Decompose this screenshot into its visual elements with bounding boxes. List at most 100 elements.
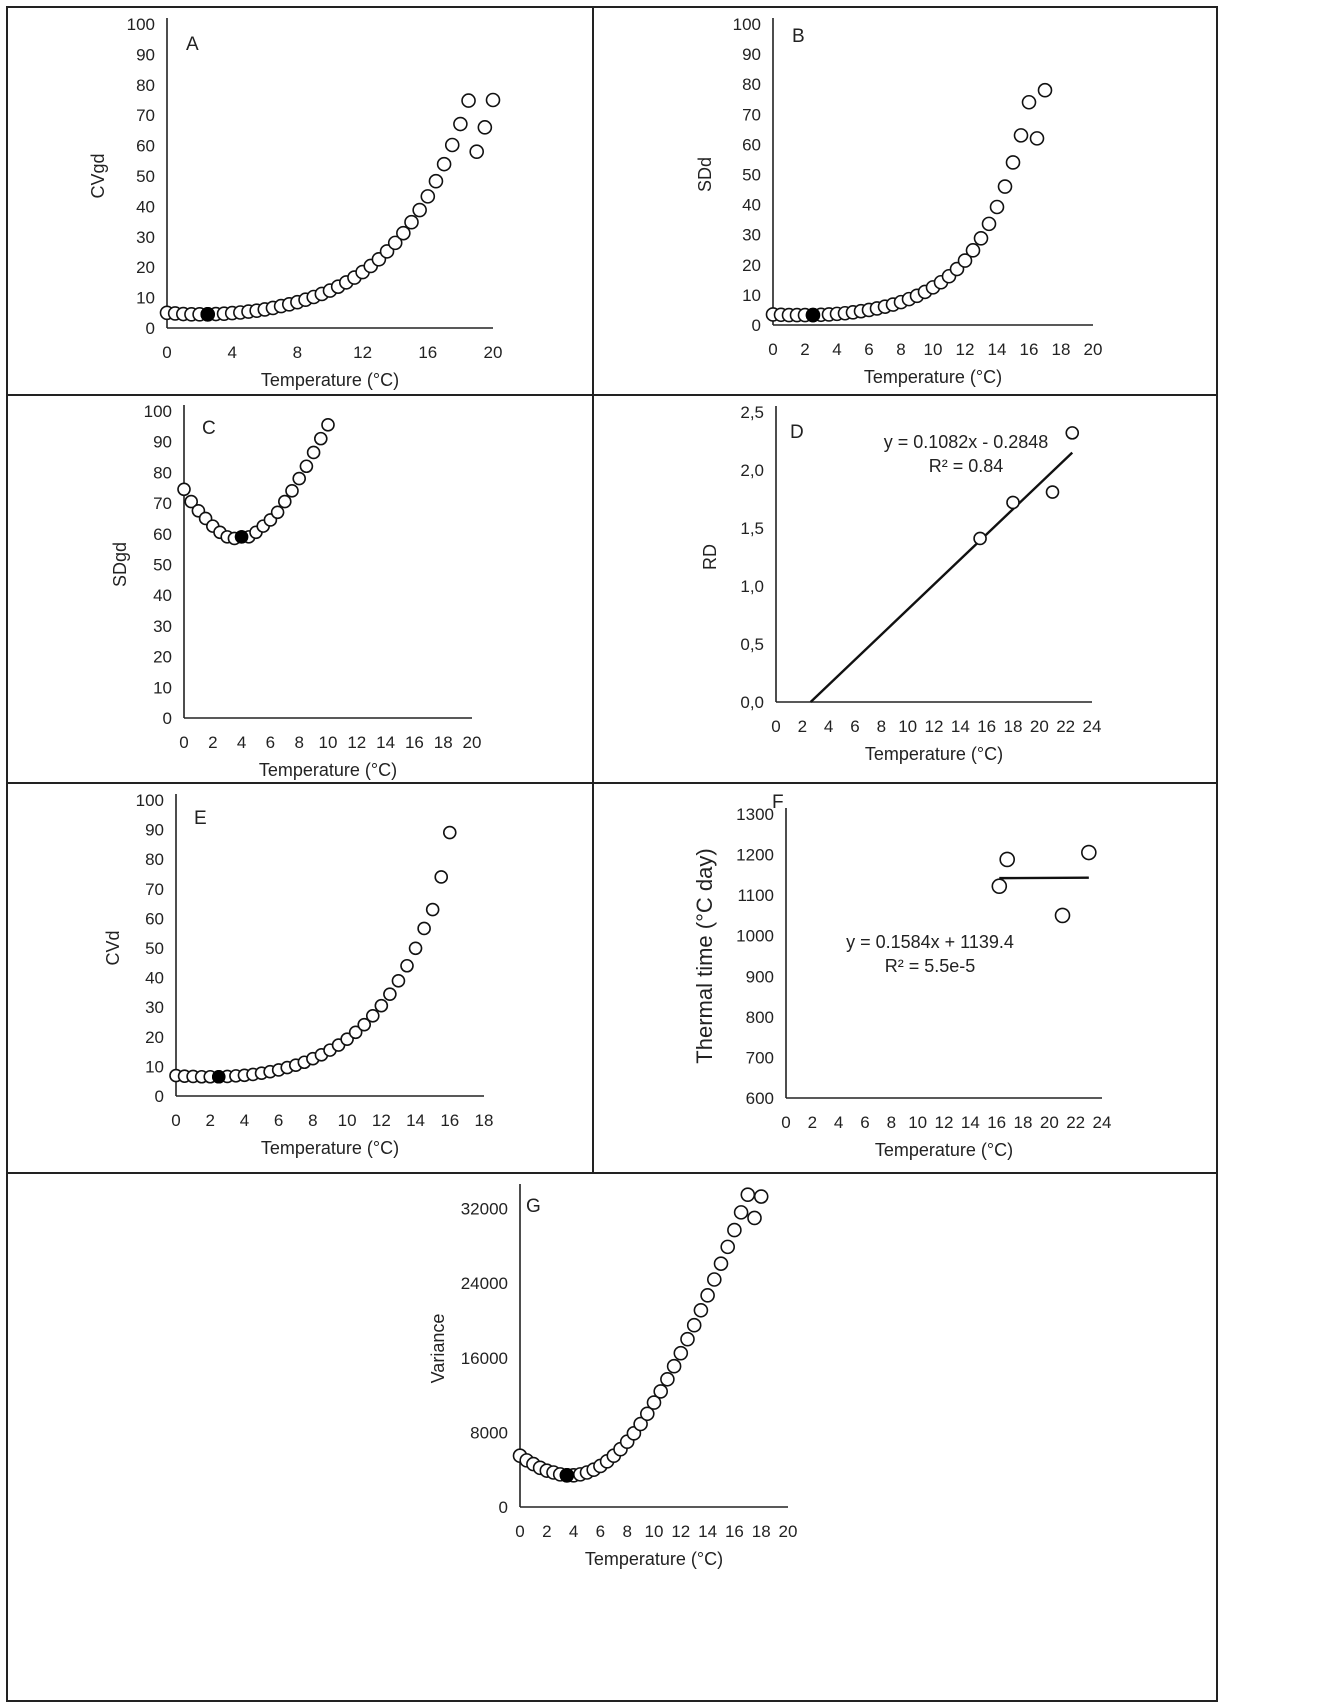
data-point-c bbox=[321, 418, 335, 432]
optimum-point-a bbox=[200, 307, 216, 322]
data-point-a bbox=[396, 225, 411, 241]
y-axis-label-c: SDgd bbox=[110, 542, 130, 587]
chart-b-svg: 0 10 20 30 40 50 60 70 80 90 100 0 2 4 6 8 10 12 14 16 18 20 T… bbox=[695, 15, 1102, 387]
y-tick-label-c: 90 bbox=[153, 433, 172, 452]
data-point-g bbox=[646, 1395, 662, 1410]
data-point-e bbox=[417, 921, 431, 936]
y-tick-label-b: 70 bbox=[742, 105, 761, 124]
x-tick-label-c: 12 bbox=[347, 733, 366, 752]
data-point-g bbox=[633, 1416, 648, 1432]
chart-c-svg: 0 10 20 30 40 50 60 70 80 90 100 0 2 4 6 8 10 12 14 16 18 20 T… bbox=[110, 402, 482, 780]
data-point-a bbox=[444, 137, 460, 153]
data-point-d bbox=[1045, 485, 1060, 499]
data-point-a bbox=[469, 144, 485, 159]
data-point-d bbox=[1065, 426, 1080, 440]
x-tick-label-b: 10 bbox=[924, 340, 943, 359]
y-tick-label-a: 30 bbox=[136, 228, 155, 247]
x-tick-label-f: 18 bbox=[1014, 1113, 1033, 1132]
y-tick-label-b: 100 bbox=[733, 15, 761, 34]
x-tick-label-e: 10 bbox=[338, 1111, 357, 1130]
panel-label-d: D bbox=[790, 422, 804, 443]
data-point-g bbox=[660, 1371, 675, 1387]
x-tick-label-d: 2 bbox=[798, 717, 807, 736]
x-tick-label-d: 16 bbox=[977, 717, 996, 736]
y-tick-label-d: 0,5 bbox=[740, 635, 764, 654]
x-tick-label-d: 20 bbox=[1030, 717, 1049, 736]
data-point-f bbox=[1081, 844, 1097, 861]
x-tick-label-f: 16 bbox=[987, 1113, 1006, 1132]
data-point-a bbox=[436, 156, 452, 172]
x-axis-label-c: Temperature (°C) bbox=[259, 760, 397, 780]
data-point-g bbox=[639, 1406, 655, 1422]
data-point-g bbox=[666, 1358, 682, 1374]
y-tick-label-a: 10 bbox=[136, 289, 155, 308]
x-tick-label-d: 22 bbox=[1056, 717, 1075, 736]
y-tick-label-c: 80 bbox=[153, 463, 172, 482]
data-point-a bbox=[485, 92, 501, 108]
optimum-point-c bbox=[234, 530, 249, 544]
x-tick-label-g: 20 bbox=[779, 1522, 798, 1541]
y-tick-label-a: 50 bbox=[136, 167, 155, 186]
y-tick-label-e: 30 bbox=[145, 998, 164, 1017]
y-tick-label-g: 8000 bbox=[470, 1423, 508, 1442]
x-axis-label-f: Temperature (°C) bbox=[875, 1140, 1013, 1160]
x-tick-label-c: 10 bbox=[319, 733, 338, 752]
data-point-a bbox=[461, 93, 476, 108]
data-point-e bbox=[425, 902, 440, 917]
y-tick-label-f: 900 bbox=[746, 967, 774, 986]
y-tick-label-b: 80 bbox=[742, 75, 761, 94]
panel-c: 0 10 20 30 40 50 60 70 80 90 100 0 2 4 6 8 10 12 14 16 18 20 T… bbox=[6, 394, 594, 784]
x-tick-label-d: 24 bbox=[1083, 717, 1102, 736]
y-tick-label-e: 90 bbox=[145, 821, 164, 840]
optimum-point-b bbox=[805, 307, 821, 323]
y-tick-label-c: 60 bbox=[153, 525, 172, 544]
x-tick-label-g: 2 bbox=[542, 1522, 551, 1541]
y-tick-label-c: 0 bbox=[163, 709, 172, 728]
x-tick-label-b: 4 bbox=[832, 340, 841, 359]
y-axis-label-b: SDd bbox=[695, 157, 715, 192]
y-tick-label-a: 60 bbox=[136, 137, 155, 156]
y-axis-label-f: Thermal time (°C day) bbox=[692, 848, 717, 1063]
y-tick-label-e: 0 bbox=[155, 1087, 164, 1106]
y-tick-label-b: 10 bbox=[742, 286, 761, 305]
data-point-f bbox=[991, 878, 1008, 895]
data-point-g bbox=[753, 1189, 769, 1204]
x-tick-label-c: 2 bbox=[208, 733, 217, 752]
y-tick-label-e: 50 bbox=[145, 939, 164, 958]
y-tick-label-g: 0 bbox=[499, 1498, 508, 1517]
data-point-a bbox=[404, 214, 419, 230]
y-tick-label-b: 40 bbox=[742, 196, 761, 215]
data-point-b bbox=[981, 216, 997, 232]
y-tick-label-g: 16000 bbox=[461, 1349, 508, 1368]
x-tick-label-d: 18 bbox=[1004, 717, 1023, 736]
trend-equation-d: y = 0.1082x - 0.2848 bbox=[884, 432, 1049, 452]
y-tick-label-c: 50 bbox=[153, 556, 172, 575]
x-tick-label-e: 16 bbox=[440, 1111, 459, 1130]
x-tick-label-b: 2 bbox=[800, 340, 809, 359]
y-tick-label-f: 700 bbox=[746, 1048, 774, 1067]
data-point-e bbox=[391, 974, 406, 988]
y-tick-label-g: 32000 bbox=[461, 1200, 508, 1219]
y-tick-label-c: 30 bbox=[153, 617, 172, 636]
trend-r2-f: R² = 5.5e-5 bbox=[885, 956, 976, 976]
y-tick-label-e: 60 bbox=[145, 909, 164, 928]
chart-d-svg: 0,00,51,01,52,02,50 2 4 6 8 10 12 14 16 18 20 22 24T… bbox=[700, 403, 1102, 764]
trend-equation-f: y = 0.1584x + 1139.4 bbox=[846, 932, 1014, 952]
data-point-c bbox=[270, 505, 285, 520]
data-point-e bbox=[365, 1008, 380, 1023]
x-tick-label-c: 20 bbox=[463, 733, 482, 752]
x-axis-label-d: Temperature (°C) bbox=[865, 744, 1003, 764]
y-tick-label-b: 20 bbox=[742, 256, 761, 275]
y-tick-label-b: 90 bbox=[742, 45, 761, 64]
x-tick-label-f: 24 bbox=[1093, 1113, 1112, 1132]
data-point-c bbox=[299, 459, 314, 474]
y-tick-label-e: 20 bbox=[145, 1028, 164, 1047]
data-point-e bbox=[357, 1017, 372, 1032]
x-tick-label-e: 6 bbox=[274, 1111, 283, 1130]
data-point-a bbox=[412, 202, 427, 218]
y-tick-label-a: 100 bbox=[127, 15, 155, 34]
data-point-a bbox=[428, 173, 444, 189]
x-tick-label-a: 16 bbox=[418, 343, 437, 362]
y-tick-label-c: 70 bbox=[153, 494, 172, 513]
x-tick-label-e: 4 bbox=[240, 1111, 249, 1130]
